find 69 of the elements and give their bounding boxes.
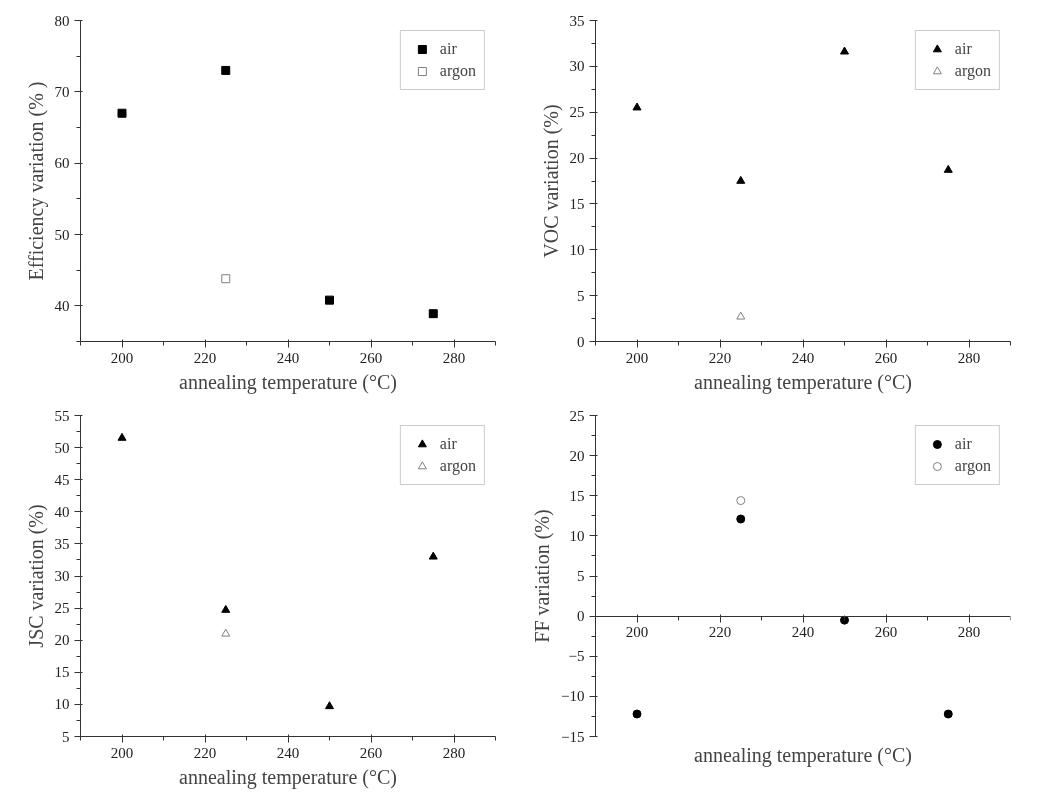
x-axis-title: annealing temperature (°C)	[694, 743, 912, 767]
y-tick-label: 35	[569, 12, 585, 29]
y-tick-label: 50	[54, 439, 70, 456]
legend-label: argon	[954, 62, 991, 80]
y-axis-title: FF variation (%)	[531, 509, 555, 643]
y-tick-label: 30	[54, 568, 70, 584]
y-tick-label: 80	[54, 12, 70, 29]
y-tick-label: 10	[569, 241, 585, 258]
y-axis-title: JSC variation (%)	[24, 504, 48, 648]
y-tick-label: −5	[568, 648, 585, 665]
y-tick-label: 10	[569, 527, 585, 544]
y-tick-label: 15	[569, 195, 585, 212]
x-tick-label: 240	[276, 349, 300, 366]
y-tick-label: 50	[54, 226, 70, 243]
x-axis-title: annealing temperature (°C)	[694, 370, 912, 394]
x-tick-label: 200	[625, 349, 649, 366]
x-axis-title: annealing temperature (°C)	[179, 765, 397, 789]
y-tick-label: 25	[569, 407, 585, 424]
x-tick-label: 260	[359, 744, 383, 761]
legend-label: air	[954, 435, 973, 453]
x-tick-label: 260	[359, 349, 383, 366]
y-tick-label: 35	[54, 535, 70, 552]
y-tick-label: −10	[561, 688, 585, 705]
y-tick-label: 15	[569, 487, 585, 504]
y-tick-label: 5	[577, 287, 585, 304]
x-axis-title: annealing temperature (°C)	[179, 370, 397, 394]
y-tick-label: 5	[62, 728, 70, 745]
y-tick-label: 10	[54, 696, 70, 713]
x-tick-label: 200	[110, 349, 134, 366]
x-tick-label: 220	[193, 349, 217, 366]
y-tick-label: 20	[569, 150, 585, 167]
y-tick-label: 40	[54, 503, 70, 520]
y-tick-label: 60	[54, 155, 70, 172]
x-tick-label: 260	[874, 624, 898, 641]
y-tick-label: 20	[54, 632, 70, 649]
x-tick-label: 220	[708, 624, 732, 641]
y-tick-label: 55	[54, 407, 70, 424]
x-tick-label: 220	[708, 349, 732, 366]
x-tick-label: 280	[442, 349, 466, 366]
y-tick-label: 40	[54, 297, 70, 314]
y-tick-label: 70	[54, 83, 70, 100]
y-tick-label: 30	[569, 58, 585, 75]
y-tick-label: 45	[54, 471, 70, 488]
legend-label: air	[439, 40, 458, 58]
x-tick-label: 240	[276, 744, 300, 761]
y-tick-label: 25	[54, 600, 70, 617]
x-tick-label: 280	[957, 624, 981, 641]
y-tick-label: 0	[577, 608, 585, 625]
x-tick-label: 260	[874, 349, 898, 366]
legend-label: air	[954, 40, 973, 58]
x-tick-label: 240	[791, 349, 815, 366]
y-tick-label: −15	[561, 728, 585, 745]
x-tick-label: 200	[625, 624, 649, 641]
y-tick-label: 5	[577, 568, 585, 584]
y-tick-label: 20	[569, 447, 585, 464]
x-tick-label: 200	[110, 744, 134, 761]
x-tick-label: 280	[957, 349, 981, 366]
y-tick-label: 25	[569, 104, 585, 121]
y-tick-label: 15	[54, 664, 70, 681]
x-tick-label: 280	[442, 744, 466, 761]
y-axis-title: Efficiency variation (% )	[24, 81, 48, 281]
x-tick-label: 240	[791, 624, 815, 641]
y-tick-label: 0	[577, 333, 585, 350]
legend-label: air	[439, 435, 458, 453]
legend-label: argon	[954, 457, 991, 475]
y-axis-title: VOC variation (%)	[539, 104, 563, 258]
legend-label: argon	[439, 457, 476, 475]
legend-label: argon	[439, 62, 476, 80]
x-tick-label: 220	[193, 744, 217, 761]
